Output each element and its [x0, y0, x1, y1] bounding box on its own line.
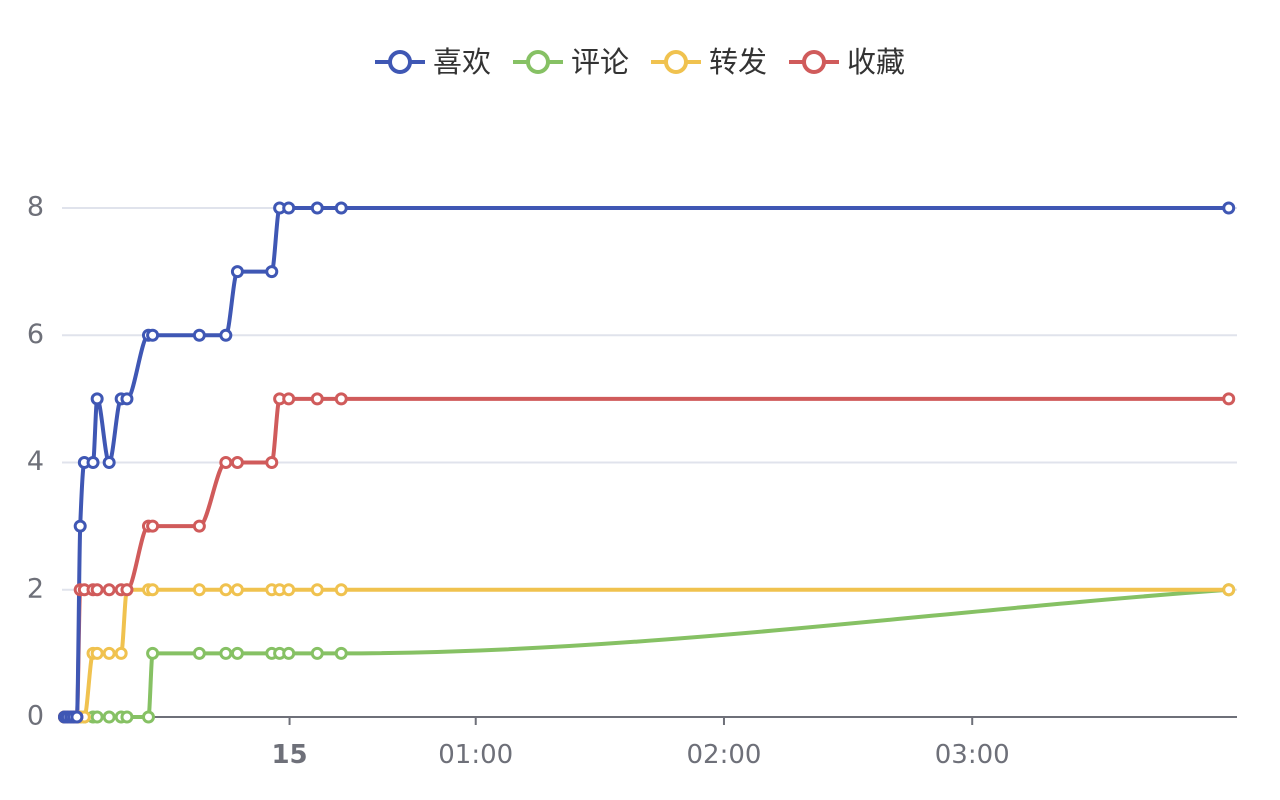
shares-point [219, 583, 233, 597]
legend-marker-likes [374, 50, 425, 74]
shares-point [230, 583, 244, 597]
shares-point [334, 583, 348, 597]
shares-point [114, 646, 128, 660]
favorites-point [102, 583, 116, 597]
favorites-point [310, 392, 324, 406]
comments-point [141, 710, 155, 724]
comments-point [219, 646, 233, 660]
likes-point [120, 392, 134, 406]
likes-point [90, 392, 104, 406]
shares-point [146, 583, 160, 597]
favorites-point [334, 392, 348, 406]
likes-point [334, 201, 348, 215]
favorites-point [282, 392, 296, 406]
likes-point [219, 328, 233, 342]
legend-item-shares[interactable]: 转发 [651, 42, 767, 82]
x-tick-label: 01:00 [438, 740, 513, 770]
favorites-point [219, 456, 233, 469]
shares-point [1222, 583, 1236, 597]
shares-point [192, 583, 206, 597]
legend-label-likes: 喜欢 [432, 45, 491, 79]
y-tick-label: 4 [27, 446, 44, 477]
y-tick-label: 2 [27, 573, 44, 604]
legend-circle-favorites [802, 50, 827, 74]
comments-point [230, 646, 244, 660]
likes-point [73, 519, 87, 533]
likes-point [86, 456, 100, 469]
favorites-point [192, 519, 206, 533]
comments-point [120, 710, 134, 724]
likes-point [146, 328, 160, 342]
shares-point [310, 583, 324, 597]
comments-point [334, 646, 348, 660]
shares-point [90, 646, 104, 660]
comments-point [282, 646, 296, 660]
legend-item-favorites[interactable]: 收藏 [789, 42, 905, 82]
legend-label-favorites: 收藏 [847, 45, 906, 79]
x-tick-label: 02:00 [687, 740, 762, 770]
series-favorites-line [62, 396, 1231, 720]
shares-point [282, 583, 296, 597]
likes-point [1222, 201, 1236, 215]
legend-circle-likes [387, 50, 412, 74]
legend-label-shares: 转发 [709, 45, 768, 79]
likes-point [230, 265, 244, 279]
legend-marker-comments [512, 50, 563, 74]
comments-point [102, 710, 116, 724]
shares-point [102, 646, 116, 660]
favorites-point [265, 456, 279, 469]
chart-legend: 喜欢 评论 转发 收藏 [0, 42, 1280, 82]
y-tick-label: 0 [27, 701, 44, 732]
favorites-point [90, 583, 104, 597]
likes-point [282, 201, 296, 215]
comments-point [192, 646, 206, 660]
likes-point [102, 456, 116, 469]
likes-point [70, 710, 84, 724]
likes-point [310, 201, 324, 215]
comments-point [310, 646, 324, 660]
legend-item-likes[interactable]: 喜欢 [374, 42, 491, 82]
legend-marker-shares [651, 50, 701, 74]
favorites-point [120, 583, 134, 597]
comments-point [90, 710, 104, 724]
legend-label-comments: 评论 [570, 45, 629, 79]
y-tick-label: 6 [27, 319, 44, 350]
legend-circle-shares [664, 50, 688, 74]
likes-point [265, 265, 279, 279]
likes-point [192, 328, 206, 342]
favorites-point [146, 519, 160, 533]
favorites-point [1222, 392, 1236, 406]
comments-point [146, 646, 160, 660]
x-tick-label: 15 [271, 740, 307, 770]
legend-circle-comments [525, 50, 550, 74]
y-tick-label: 8 [27, 192, 44, 223]
x-tick-label: 03:00 [935, 740, 1010, 770]
legend-item-comments[interactable]: 评论 [512, 42, 629, 82]
favorites-point [230, 456, 244, 469]
legend-marker-favorites [789, 50, 840, 74]
